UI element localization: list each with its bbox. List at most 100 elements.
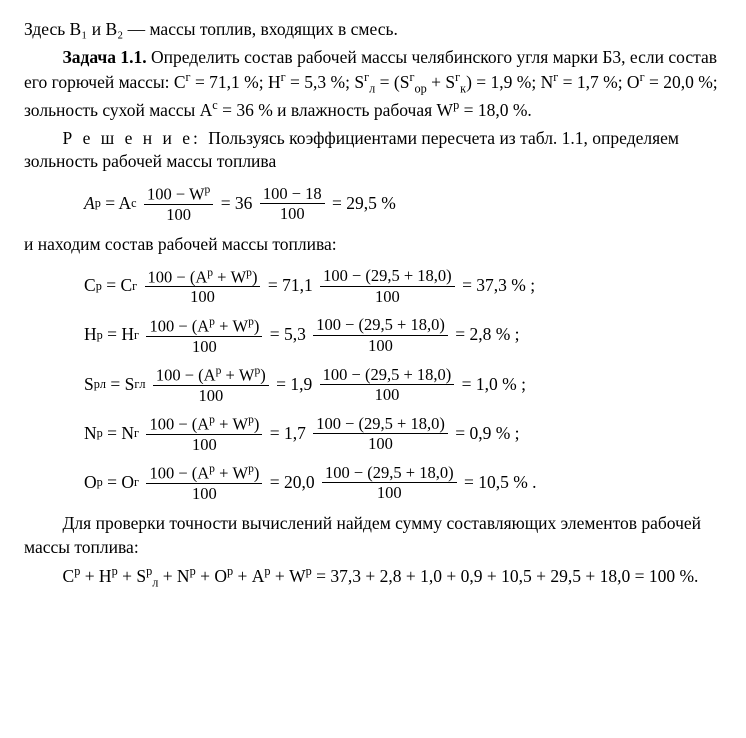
n-frac2-den: 100 xyxy=(313,434,448,452)
s-plus: + S xyxy=(427,72,455,92)
o-sym2: O xyxy=(121,471,134,495)
h-val: = 5,3 %; S xyxy=(286,72,364,92)
equations-components: Cр = Cг 100 − (Aр + Wр) 100 = 71,1 100 −… xyxy=(84,267,722,503)
s-frac2-num: 100 − (29,5 + 18,0) xyxy=(320,366,455,385)
c-frac2: 100 − (29,5 + 18,0) 100 xyxy=(320,267,455,305)
h-sup1: р xyxy=(97,327,103,344)
h-val1: = 5,3 xyxy=(270,323,306,347)
h-sup2: г xyxy=(134,327,139,344)
n-frac1-den: 100 xyxy=(146,435,262,453)
c-frac1: 100 − (Aр + Wр) 100 xyxy=(145,267,261,306)
c-val: = 71,1 %; H xyxy=(191,72,281,92)
a-frac1-num-sup: р xyxy=(205,184,211,196)
check-sum: Cр + Hр + Sрл + Nр + Oр + Aр + Wр = 37,3… xyxy=(24,563,722,591)
a-rhs-sup: с xyxy=(131,195,136,212)
a-frac1: 100 − Wр 100 xyxy=(144,184,213,223)
c-sup2: г xyxy=(132,278,137,295)
c-f1a: 100 − (A xyxy=(148,267,208,286)
a-frac2-num: 100 − 18 xyxy=(260,185,325,204)
h-sym1: H xyxy=(84,323,97,347)
o-res: = 10,5 % . xyxy=(464,471,537,495)
solution-label: Р е ш е н и е: xyxy=(63,128,209,148)
n-val1: = 1,7 xyxy=(270,422,306,446)
c-frac2-num: 100 − (29,5 + 18,0) xyxy=(320,267,455,286)
w-val: = 18,0 %. xyxy=(459,100,532,120)
o-frac2-den: 100 xyxy=(322,483,457,501)
eq-row-h: Hр = Hг 100 − (Aр + Wр) 100 = 5,3 100 − … xyxy=(84,316,722,355)
c-frac1-num: 100 − (Aр + Wр) xyxy=(145,267,261,288)
o-f1c: ) xyxy=(254,464,260,483)
check-paragraph: Для проверки точности вычислений найдем … xyxy=(24,512,722,559)
eq-row-n: Nр = Nг 100 − (Aр + Wр) 100 = 1,7 100 − … xyxy=(84,414,722,453)
sum-h: + H xyxy=(80,566,111,586)
c-f1c: ) xyxy=(252,267,258,286)
o-frac2-num: 100 − (29,5 + 18,0) xyxy=(322,464,457,483)
n-sup2: г xyxy=(134,425,139,442)
sum-n: + N xyxy=(158,566,189,586)
h-frac2-den: 100 xyxy=(313,336,448,354)
h-res: = 2,8 % ; xyxy=(455,323,519,347)
n-f1b: + W xyxy=(215,414,248,433)
s-frac2: 100 − (29,5 + 18,0) 100 xyxy=(320,366,455,404)
a-after1: = 36 xyxy=(221,192,253,216)
n-val: = 1,7 %; O xyxy=(558,72,639,92)
sum-a: + A xyxy=(233,566,264,586)
eq-row-o: Oр = Oг 100 − (Aр + Wр) 100 = 20,0 100 −… xyxy=(84,463,722,502)
h-frac1: 100 − (Aр + Wр) 100 xyxy=(146,316,262,355)
s-or-sub: ор xyxy=(414,82,426,96)
o-f1a: 100 − (A xyxy=(149,464,209,483)
s-sym1: S xyxy=(84,373,94,397)
s-eq: = xyxy=(110,373,120,397)
c-f1b: + W xyxy=(213,267,246,286)
n-frac1-num: 100 − (Aр + Wр) xyxy=(146,414,262,435)
sum-c: C xyxy=(63,566,75,586)
task-paragraph: Задача 1.1. Определить состав рабочей ма… xyxy=(24,46,722,123)
s-val: ) = 1,9 %; N xyxy=(466,72,553,92)
a-lhs: A xyxy=(84,192,95,216)
n-frac1: 100 − (Aр + Wр) 100 xyxy=(146,414,262,453)
o-f1b: + W xyxy=(215,464,248,483)
c-sym2: C xyxy=(120,274,132,298)
sum-o: + O xyxy=(196,566,227,586)
s-frac1-den: 100 xyxy=(153,386,269,404)
intro-fragment: Здесь B₁ и B₂ — массы топлив, входящих в… xyxy=(24,18,722,42)
o-sup1: р xyxy=(97,474,103,491)
a-eq1: = A xyxy=(105,192,131,216)
mid-text: и находим состав рабочей массы топлива: xyxy=(24,233,722,257)
n-sym1: N xyxy=(84,422,97,446)
task-label: Задача 1.1. xyxy=(63,47,147,67)
a-frac1-den: 100 xyxy=(144,205,213,223)
a-frac1-num: 100 − Wр xyxy=(144,184,213,205)
s-frac2-den: 100 xyxy=(320,385,455,403)
n-sup1: р xyxy=(97,425,103,442)
o-eq: = xyxy=(107,471,117,495)
a-frac2-den: 100 xyxy=(260,204,325,222)
s-sym2: S xyxy=(125,373,135,397)
n-sym2: N xyxy=(121,422,134,446)
o-frac1-num: 100 − (Aр + Wр) xyxy=(146,463,262,484)
h-frac2: 100 − (29,5 + 18,0) 100 xyxy=(313,316,448,354)
o-frac1: 100 − (Aр + Wр) 100 xyxy=(146,463,262,502)
s-f1b: + W xyxy=(221,365,254,384)
n-res: = 0,9 % ; xyxy=(455,422,519,446)
a-frac1-num-text: 100 − W xyxy=(147,184,205,203)
equation-a: Aр = Aс 100 − Wр 100 = 36 100 − 18 100 =… xyxy=(84,184,722,223)
n-f1a: 100 − (A xyxy=(149,414,209,433)
n-eq: = xyxy=(107,422,117,446)
c-frac2-den: 100 xyxy=(320,287,455,305)
c-res: = 37,3 % ; xyxy=(462,274,535,298)
solution-paragraph: Р е ш е н и е: Пользуясь коэффициентами … xyxy=(24,127,722,174)
s-sub1: л xyxy=(100,376,106,393)
h-eq: = xyxy=(107,323,117,347)
c-frac1-den: 100 xyxy=(145,287,261,305)
h-frac1-den: 100 xyxy=(146,337,262,355)
sum-eq: = 37,3 + 2,8 + 1,0 + 0,9 + 10,5 + 29,5 +… xyxy=(312,566,699,586)
h-sym2: H xyxy=(121,323,134,347)
a-result: = 29,5 % xyxy=(332,192,396,216)
o-frac2: 100 − (29,5 + 18,0) 100 xyxy=(322,464,457,502)
n-f1c: ) xyxy=(254,414,260,433)
eq-row-c: Cр = Cг 100 − (Aр + Wр) 100 = 71,1 100 −… xyxy=(84,267,722,306)
n-frac2-num: 100 − (29,5 + 18,0) xyxy=(313,415,448,434)
o-val1: = 20,0 xyxy=(270,471,315,495)
h-f1a: 100 − (A xyxy=(149,316,209,335)
